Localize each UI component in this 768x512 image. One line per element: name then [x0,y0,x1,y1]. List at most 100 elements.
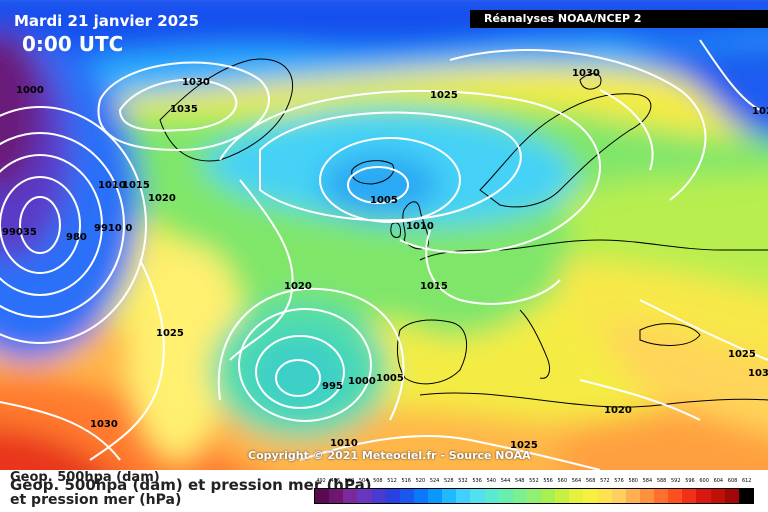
isobar-label: 1000 [348,376,376,387]
legend-caption-line2: Geop. 500hpa (dam) et pression mer (hPa) [10,476,372,494]
isobar-label: 1015 [420,281,448,292]
scale-swatch [710,489,725,503]
scale-swatch [512,489,527,503]
scale-swatch [399,489,414,503]
isobar-label: 1005 [376,373,404,384]
scale-label: 532 [458,478,468,484]
isobar-label: 1020 [148,193,176,204]
scale-swatch [639,489,654,503]
scale-label: 612 [741,478,752,484]
scale-label: 504 [358,478,369,484]
legend-caption-line1: Geop. 500hpa (dam) [10,470,160,485]
scale-label: 492 [316,478,326,484]
scale-swatch [385,489,400,503]
isobar-label: 1015 [122,180,150,191]
scale-label: 552 [529,478,539,484]
isobar-label: 995 [322,381,343,392]
isobar-label: 1025 [728,349,756,360]
isobar-label: 1010 [406,221,434,232]
coastlines [159,58,768,408]
scale-swatch [357,489,372,503]
scale-swatch [682,489,697,503]
scale-swatch [371,489,386,503]
scale-label: 556 [543,478,553,484]
scale-swatch [611,489,626,503]
scale-label: 536 [472,478,482,484]
scale-label: 508 [373,478,383,484]
scale-label: 608 [727,478,738,484]
isobar-label: 103 [748,368,768,379]
isobar-label: 1020 [284,281,312,292]
map-time: 0:00 UTC [22,32,124,56]
scale-swatch [413,489,428,503]
scale-swatch [738,489,753,503]
scale-swatch [484,489,499,503]
isobar-label: 1000 [16,85,44,96]
isobar-label: 1035 [170,104,198,115]
scale-swatch [569,489,584,503]
scale-label: 568 [585,478,596,484]
isobar-label: 1030 [182,77,210,88]
isobar-label: 9910 0 [94,223,132,234]
scale-swatch [315,489,330,503]
scale-swatch [428,489,443,503]
scale-swatch [526,489,541,503]
isobar-label: 1030 [572,68,600,79]
scale-label: 580 [628,478,638,484]
isobar-label: 1005 [370,195,398,206]
isobars [0,39,768,470]
color-scale-bar [314,488,754,504]
scale-swatch [696,489,711,503]
scale-label: 564 [571,478,582,484]
scale-label: 604 [713,478,724,484]
isobar-label: 102 [752,106,768,117]
scale-swatch [654,489,669,503]
scale-swatch [329,489,344,503]
scale-label: 592 [671,478,681,484]
scale-swatch [456,489,471,503]
scale-label: 596 [685,478,695,484]
scale-swatch [583,489,598,503]
geopotential-shading [0,0,768,470]
isobar-label: 1020 [604,405,632,416]
isobar-label: 1025 [510,440,538,451]
scale-swatch [498,489,513,503]
isobar-label: 980 [66,232,87,243]
scale-swatch [724,489,739,503]
scale-label: 544 [500,478,511,484]
color-scale: 492 496 500 504 508 512 516 520 524 528 532 536 540 5… [314,478,754,504]
isobar-label: 1025 [156,328,184,339]
scale-swatch [555,489,570,503]
isobar-label: 1010 [98,180,126,191]
legend-caption-line3: et pression mer (hPa) [10,492,182,508]
isobar-labels: 1000103010351025103010210101015102099035… [2,68,768,451]
scale-swatch [470,489,485,503]
scale-label: 560 [557,478,568,484]
scale-label: 500 [344,478,355,484]
scale-label: 588 [656,478,667,484]
scale-swatch [442,489,457,503]
scale-label: 516 [401,478,411,484]
scale-label: 548 [514,478,525,484]
legend-footer: Geop. 500hpa (dam) Geop. 500hpa (dam) et… [0,470,768,512]
scale-label: 600 [699,478,709,484]
scale-swatch [668,489,683,503]
isobar-label: 1010 [330,438,358,449]
scale-label: 520 [415,478,426,484]
scale-label: 584 [642,478,653,484]
copyright-notice: Copyright © 2021 Meteociel.fr - Source N… [248,449,531,462]
scale-label: 496 [330,478,341,484]
isobar-label: 1025 [430,90,458,101]
geopotential-map: 1000103010351025103010210101015102099035… [0,0,768,470]
map-date: Mardi 21 janvier 2025 [14,12,200,30]
isobar-label: 99035 [2,227,37,238]
scale-swatch [541,489,556,503]
scale-swatch [343,489,358,503]
scale-label: 528 [444,478,454,484]
source-banner: Réanalyses NOAA/NCEP 2 [470,10,768,28]
color-scale-labels: 492 496 500 504 508 512 516 520 524 528 532 536 540 5… [314,478,754,488]
isobar-label: 1030 [90,419,118,430]
scale-label: 540 [486,478,497,484]
scale-label: 572 [600,478,610,484]
